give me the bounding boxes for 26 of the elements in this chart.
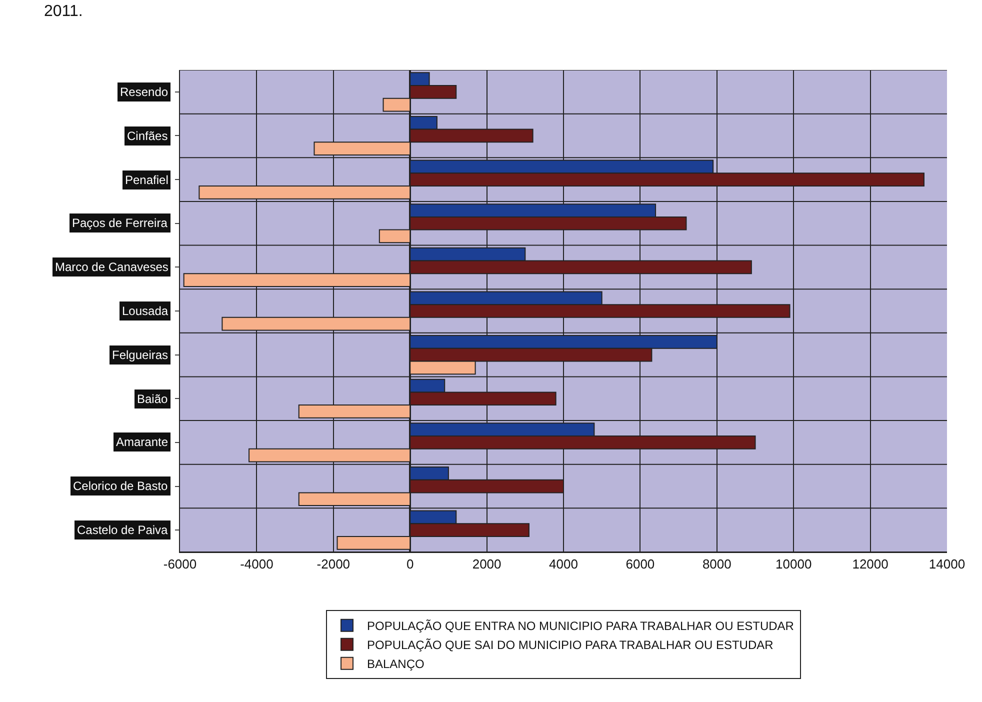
text: 2011. — [44, 3, 83, 20]
legend-label: BALANÇO — [367, 657, 424, 672]
x-tick-label: -4000 — [240, 556, 274, 572]
x-tick-label: 6000 — [626, 556, 655, 572]
x-tick-label: 4000 — [549, 556, 578, 572]
x-tick-label: 2000 — [472, 556, 502, 572]
x-tick-label: 0 — [406, 556, 414, 572]
y-tick-label: Marco de Canaveses — [55, 260, 168, 274]
x-tick-label: 10000 — [776, 556, 812, 572]
x-tick-label: -2000 — [316, 556, 350, 572]
y-tick-label: Lousada — [122, 304, 168, 318]
x-tick-label: 12000 — [852, 556, 888, 572]
y-tick-label: Celorico de Basto — [73, 479, 168, 493]
y-tick-label: Amarante — [116, 435, 168, 449]
x-tick-label: 14000 — [928, 556, 966, 572]
y-tick-label: Penafiel — [125, 173, 168, 187]
y-tick-label: Baião — [137, 392, 168, 406]
y-tick-label: Paços de Ferreira — [72, 216, 168, 230]
y-tick-label: Castelo de Paiva — [77, 523, 168, 537]
y-tick-label: Resendo — [120, 85, 168, 99]
y-tick-label: Felgueiras — [112, 348, 168, 362]
x-tick-label: 8000 — [702, 556, 732, 572]
legend-label: POPULAÇÃO QUE SAI DO MUNICIPIO PARA TRABALHAR OU ESTUDAR — [367, 638, 774, 652]
y-tick-label: Cinfães — [127, 129, 168, 143]
x-tick-label: -6000 — [163, 556, 197, 572]
legend-label: POPULAÇÃO QUE ENTRA NO MUNICIPIO PARA TRABALHAR OU ESTUDAR — [367, 619, 794, 634]
